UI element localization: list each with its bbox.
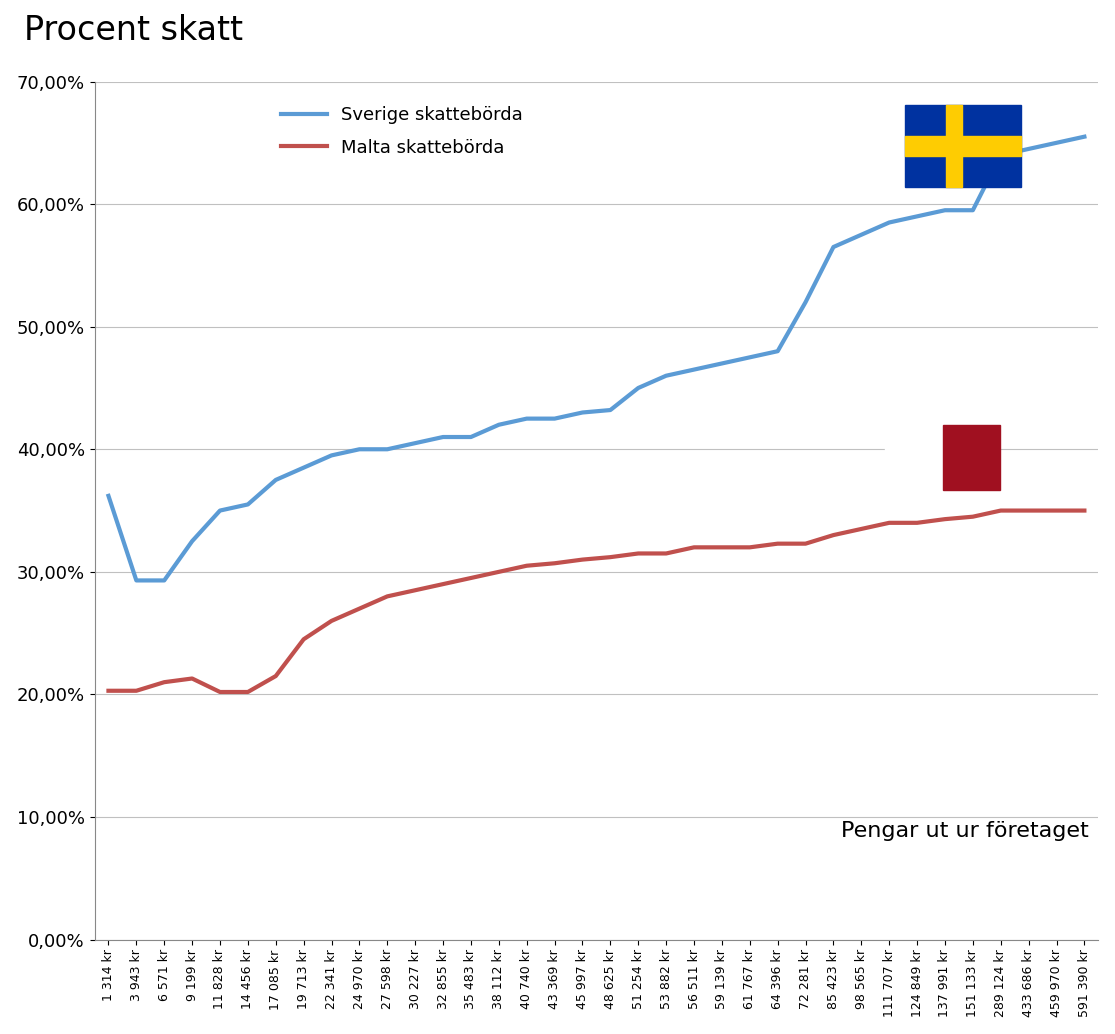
Malta skattebörda	[129, 685, 143, 697]
Malta skattebörda	[185, 672, 198, 685]
Sverige skattebörda	[854, 229, 867, 241]
Malta skattebörda	[798, 538, 812, 550]
Sverige skattebörda	[464, 431, 477, 444]
Malta skattebörda	[882, 517, 895, 529]
Bar	[911, 444, 917, 461]
Line: Sverige skattebörda: Sverige skattebörda	[108, 136, 1085, 580]
Sverige skattebörda	[1022, 143, 1036, 155]
Malta skattebörda	[520, 559, 533, 572]
Malta skattebörda	[213, 686, 226, 698]
Bar	[885, 425, 1000, 489]
Malta skattebörda	[241, 686, 254, 698]
Malta skattebörda	[911, 517, 924, 529]
Malta skattebörda	[687, 541, 700, 553]
Sverige skattebörda	[380, 443, 394, 455]
Bar	[905, 136, 1020, 156]
Bar	[943, 425, 1000, 489]
Sverige skattebörda	[603, 404, 617, 417]
Sverige skattebörda	[798, 296, 812, 308]
Sverige skattebörda	[631, 382, 644, 394]
Malta skattebörda	[1078, 505, 1092, 517]
Sverige skattebörda	[939, 204, 952, 216]
Sverige skattebörda	[297, 461, 310, 474]
Malta skattebörda	[547, 557, 561, 570]
Sverige skattebörda	[743, 352, 756, 364]
Malta skattebörda	[269, 670, 282, 682]
Malta skattebörda	[939, 513, 952, 525]
Malta skattebörda	[743, 541, 756, 553]
Malta skattebörda	[297, 633, 310, 645]
Sverige skattebörda	[882, 216, 895, 229]
Sverige skattebörda	[547, 413, 561, 425]
Sverige skattebörda	[687, 363, 700, 375]
Malta skattebörda	[715, 541, 728, 553]
Malta skattebörda	[492, 566, 505, 578]
Malta skattebörda	[995, 505, 1008, 517]
Malta skattebörda	[352, 603, 366, 615]
Sverige skattebörda	[826, 241, 840, 253]
Sverige skattebörda	[575, 406, 589, 419]
Sverige skattebörda	[129, 574, 143, 586]
Sverige skattebörda	[213, 505, 226, 517]
Malta skattebörda	[603, 551, 617, 564]
Malta skattebörda	[575, 553, 589, 566]
Sverige skattebörda	[770, 345, 784, 358]
Sverige skattebörda	[101, 490, 115, 503]
Sverige skattebörda	[1050, 136, 1064, 149]
Malta skattebörda	[380, 590, 394, 603]
Malta skattebörda	[631, 547, 644, 559]
Sverige skattebörda	[185, 535, 198, 547]
Malta skattebörda	[157, 676, 171, 689]
Malta skattebörda	[967, 511, 980, 523]
Text: Pengar ut ur företaget: Pengar ut ur företaget	[841, 821, 1088, 841]
Sverige skattebörda	[995, 149, 1008, 161]
Legend: Sverige skattebörda, Malta skattebörda: Sverige skattebörda, Malta skattebörda	[274, 99, 530, 164]
Malta skattebörda	[826, 528, 840, 541]
Malta skattebörda	[408, 584, 421, 597]
Sverige skattebörda	[1078, 130, 1092, 143]
Sverige skattebörda	[324, 449, 338, 461]
Line: Malta skattebörda: Malta skattebörda	[108, 511, 1085, 692]
Malta skattebörda	[659, 547, 672, 559]
Sverige skattebörda	[157, 574, 171, 586]
Bar	[903, 450, 924, 455]
Bar	[885, 425, 943, 489]
Sverige skattebörda	[967, 204, 980, 216]
Sverige skattebörda	[241, 498, 254, 511]
Sverige skattebörda	[269, 474, 282, 486]
Sverige skattebörda	[492, 419, 505, 431]
Bar	[905, 105, 1020, 186]
Bar	[946, 105, 961, 186]
Malta skattebörda	[1050, 505, 1064, 517]
Malta skattebörda	[854, 523, 867, 536]
Malta skattebörda	[324, 614, 338, 627]
Malta skattebörda	[436, 578, 449, 590]
Malta skattebörda	[101, 685, 115, 697]
Sverige skattebörda	[659, 369, 672, 382]
Malta skattebörda	[770, 538, 784, 550]
Malta skattebörda	[464, 572, 477, 584]
Sverige skattebörda	[436, 431, 449, 444]
Sverige skattebörda	[408, 437, 421, 450]
Sverige skattebörda	[520, 413, 533, 425]
Text: Procent skatt: Procent skatt	[25, 14, 243, 48]
Sverige skattebörda	[352, 443, 366, 455]
Sverige skattebörda	[911, 210, 924, 222]
Sverige skattebörda	[715, 358, 728, 370]
Malta skattebörda	[1022, 505, 1036, 517]
